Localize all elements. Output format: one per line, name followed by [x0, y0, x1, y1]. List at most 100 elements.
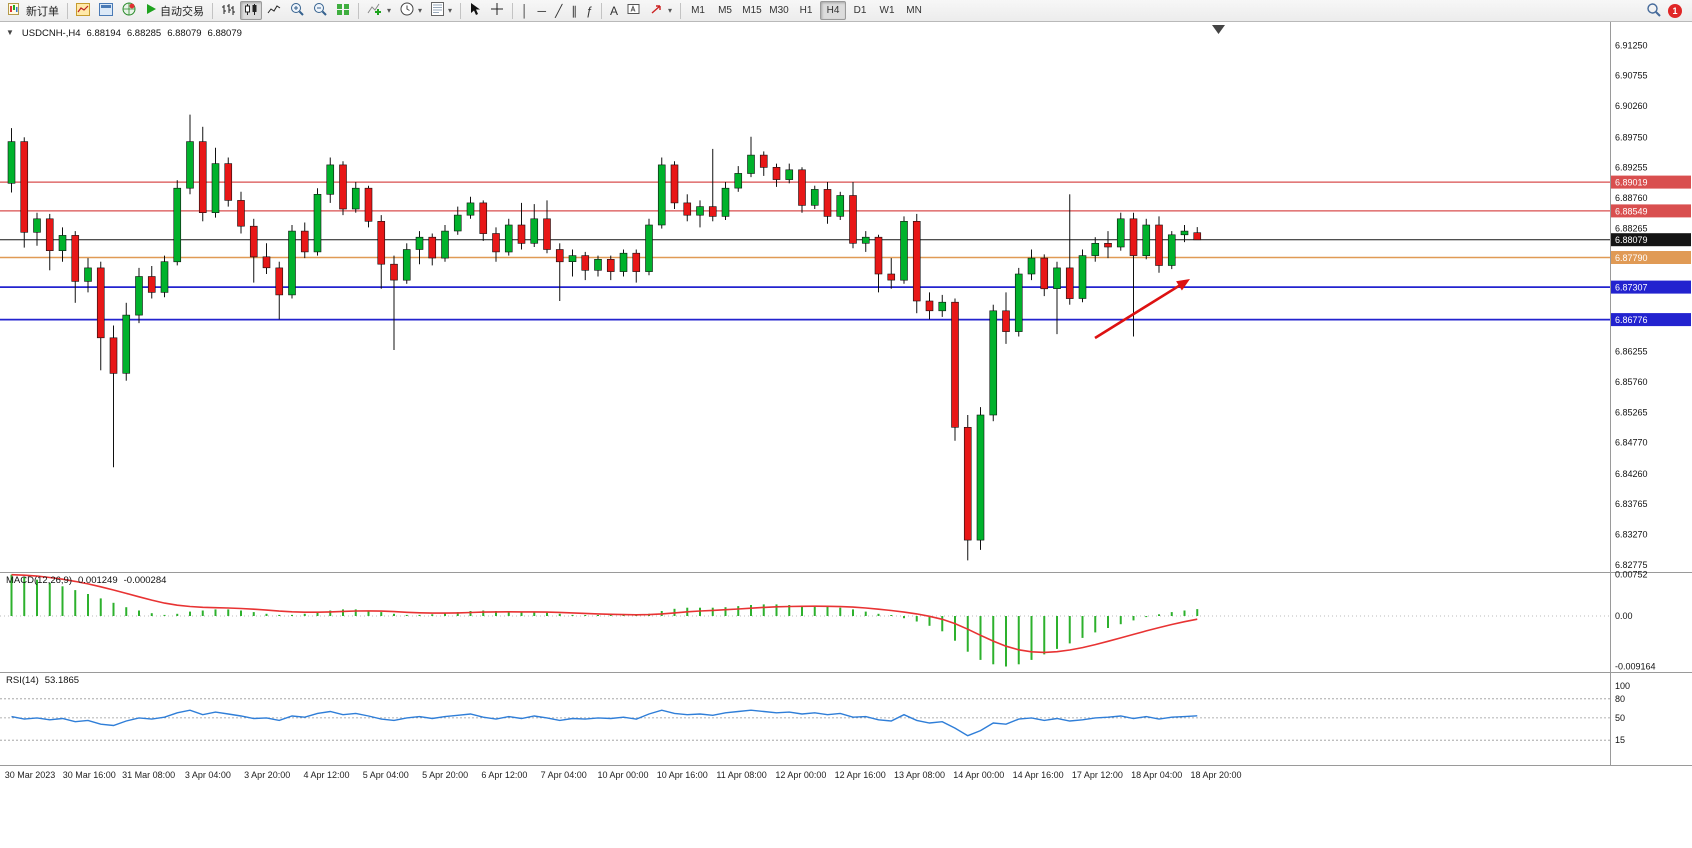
- channel-icon: ∥: [571, 3, 578, 18]
- svg-text:11 Apr 08:00: 11 Apr 08:00: [716, 770, 766, 780]
- text-tool[interactable]: A: [606, 1, 622, 20]
- timeframe-m30[interactable]: M30: [766, 1, 792, 20]
- chart-canvas[interactable]: 6.91250 6.90755 6.90260 6.89750 6.89255 6.887…: [0, 22, 1692, 848]
- fibonacci-tool[interactable]: ƒ: [582, 1, 597, 20]
- svg-text:12 Apr 00:00: 12 Apr 00:00: [775, 770, 826, 780]
- svg-text:6.87307: 6.87307: [1615, 283, 1648, 293]
- notification-badge[interactable]: 1: [1668, 3, 1682, 18]
- macd-name: MACD(12,26,9): [6, 575, 72, 586]
- rsi-name: RSI(14): [6, 675, 39, 686]
- bar-chart-button[interactable]: [217, 1, 239, 20]
- play-icon: [145, 3, 157, 18]
- search-icon: [1646, 2, 1661, 20]
- candlestick-chart-icon: [244, 3, 258, 19]
- trendline-tool[interactable]: ╱: [551, 1, 566, 20]
- svg-text:3 Apr 20:00: 3 Apr 20:00: [244, 770, 290, 780]
- svg-text:6.88079: 6.88079: [1615, 235, 1648, 245]
- horizontal-line-tool[interactable]: ─: [534, 1, 551, 20]
- trend-arrow-annotation[interactable]: [1094, 279, 1190, 340]
- svg-text:6.90260: 6.90260: [1615, 101, 1648, 111]
- svg-text:6.86255: 6.86255: [1615, 347, 1648, 357]
- svg-text:6 Apr 12:00: 6 Apr 12:00: [481, 770, 527, 780]
- svg-text:5 Apr 04:00: 5 Apr 04:00: [363, 770, 409, 780]
- svg-text:6.88549: 6.88549: [1615, 206, 1648, 216]
- svg-text:6.84260: 6.84260: [1615, 469, 1648, 479]
- svg-text:6.87790: 6.87790: [1615, 253, 1648, 263]
- rsi-value: 53.1865: [44, 675, 80, 686]
- svg-text:18 Apr 04:00: 18 Apr 04:00: [1131, 770, 1182, 780]
- new-chart-button[interactable]: [72, 1, 94, 20]
- chart-area: 6.91250 6.90755 6.90260 6.89750 6.89255 6.887…: [0, 22, 1692, 848]
- market-watch-button[interactable]: [118, 1, 140, 20]
- text-label-icon: [627, 3, 641, 18]
- text-label-tool[interactable]: [623, 1, 645, 20]
- timeframe-d1[interactable]: D1: [847, 1, 873, 20]
- globe-icon: [122, 2, 136, 19]
- svg-text:0.00: 0.00: [1615, 611, 1633, 621]
- chart-shift-marker[interactable]: [1212, 25, 1225, 34]
- svg-text:12 Apr 16:00: 12 Apr 16:00: [835, 770, 886, 780]
- price-badges: 6.89019 6.88549 6.88079 6.87790 6.87307 6.867…: [1611, 175, 1691, 327]
- price-axis[interactable]: 6.91250 6.90755 6.90260 6.89750 6.89255 6.887…: [1615, 40, 1648, 570]
- new-order-icon: [8, 2, 23, 19]
- candlestick-chart-button[interactable]: [240, 1, 262, 20]
- timeframe-m1[interactable]: M1: [685, 1, 711, 20]
- svg-text:0.00752: 0.00752: [1615, 570, 1648, 580]
- svg-text:6.88265: 6.88265: [1615, 223, 1648, 233]
- zoom-in-icon: [290, 2, 304, 19]
- toolbar: 新订单 自动交易 ▾ ▾ ▾ │ ─ ╱ ∥ ƒ A ▾: [0, 0, 1692, 22]
- search-button[interactable]: [1642, 1, 1665, 20]
- svg-text:100: 100: [1615, 681, 1630, 691]
- timeframe-h1[interactable]: H1: [793, 1, 819, 20]
- svg-text:6.86776: 6.86776: [1615, 315, 1648, 325]
- timeframe-m15[interactable]: M15: [739, 1, 765, 20]
- vertical-line-tool[interactable]: │: [517, 1, 533, 20]
- channel-tool[interactable]: ∥: [567, 1, 581, 20]
- new-order-button[interactable]: 新订单: [4, 1, 63, 20]
- timeframe-mn[interactable]: MN: [901, 1, 927, 20]
- candles-layer: [7, 114, 1202, 561]
- macd-indicator-label: MACD(12,26,9) 0.001249 -0.000284: [6, 575, 166, 586]
- timeframe-w1[interactable]: W1: [874, 1, 900, 20]
- svg-text:30 Mar 2023: 30 Mar 2023: [5, 770, 56, 780]
- autotrading-button[interactable]: 自动交易: [141, 1, 208, 20]
- clock-icon: [400, 2, 414, 19]
- chevron-down-icon: ▾: [448, 6, 453, 15]
- zoom-in-button[interactable]: [286, 1, 308, 20]
- timeframe-h4[interactable]: H4: [820, 1, 847, 20]
- svg-text:6.91250: 6.91250: [1615, 40, 1648, 50]
- arrows-tool[interactable]: ▾: [646, 1, 676, 20]
- svg-text:6.90755: 6.90755: [1615, 71, 1648, 81]
- ohlc-low: 6.88079: [167, 28, 202, 39]
- toolbar-separator: [600, 2, 602, 19]
- svg-text:6.84770: 6.84770: [1615, 438, 1648, 448]
- svg-text:13 Apr 08:00: 13 Apr 08:00: [894, 770, 945, 780]
- indicators-button[interactable]: ▾: [363, 1, 395, 20]
- autotrading-label: 自动交易: [160, 5, 204, 18]
- panel-separators: [0, 22, 1692, 766]
- toolbar-separator: [512, 2, 514, 19]
- time-axis[interactable]: 30 Mar 2023 30 Mar 16:00 31 Mar 08:00 3 Apr…: [5, 770, 1242, 780]
- zoom-out-button[interactable]: [309, 1, 331, 20]
- svg-text:6.89019: 6.89019: [1615, 178, 1648, 188]
- tile-windows-button[interactable]: [332, 1, 354, 20]
- svg-text:6.85265: 6.85265: [1615, 407, 1648, 417]
- line-chart-button[interactable]: [263, 1, 285, 20]
- svg-text:17 Apr 12:00: 17 Apr 12:00: [1072, 770, 1123, 780]
- trendline-icon: ╱: [555, 3, 563, 18]
- one-click-trading-toggle[interactable]: ▼: [6, 28, 14, 37]
- svg-text:-0.009164: -0.009164: [1615, 661, 1656, 671]
- crosshair-button[interactable]: [486, 1, 508, 20]
- templates-button[interactable]: ▾: [427, 1, 456, 20]
- svg-text:6.83270: 6.83270: [1615, 530, 1648, 540]
- periods-button[interactable]: ▾: [396, 1, 426, 20]
- svg-text:6.83765: 6.83765: [1615, 499, 1648, 509]
- template-icon: [431, 2, 445, 19]
- new-chart-icon: [76, 2, 90, 19]
- profiles-button[interactable]: [95, 1, 117, 20]
- cursor-button[interactable]: [465, 1, 485, 20]
- svg-text:80: 80: [1615, 694, 1625, 704]
- timeframe-m5[interactable]: M5: [712, 1, 738, 20]
- rsi-panel: 100 80 50 15: [0, 681, 1630, 745]
